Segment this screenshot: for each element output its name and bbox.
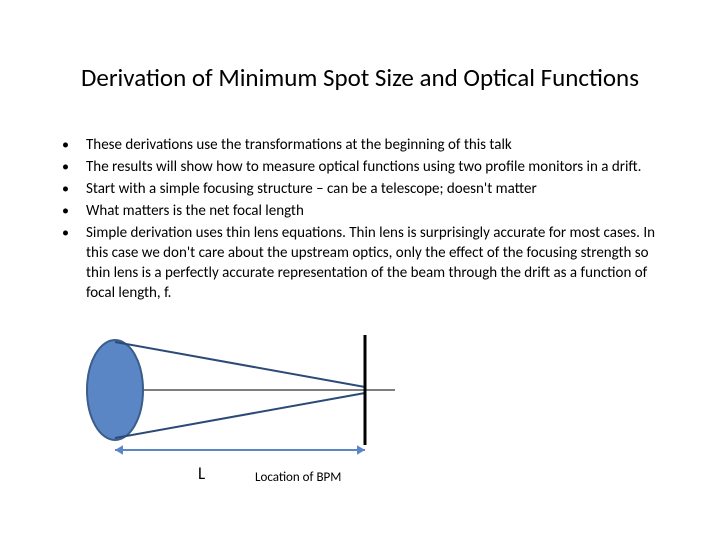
bullet-text: What matters is the net focal length (86, 201, 665, 221)
list-item: • Simple derivation uses thin lens equat… (62, 223, 665, 303)
list-item: • What matters is the net focal length (62, 201, 665, 221)
slide-title: Derivation of Minimum Spot Size and Opti… (35, 62, 685, 93)
bullet-text: The results will show how to measure opt… (86, 157, 665, 177)
bullet-text: Simple derivation uses thin lens equatio… (86, 223, 665, 303)
bullet-marker: • (62, 201, 86, 221)
bullet-marker: • (62, 179, 86, 199)
list-item: • Start with a simple focusing structure… (62, 179, 665, 199)
bullet-text: Start with a simple focusing structure –… (86, 179, 665, 199)
list-item: • The results will show how to measure o… (62, 157, 665, 177)
bullet-marker: • (62, 223, 86, 243)
bullet-list: • These derivations use the transformati… (62, 135, 665, 305)
label-L: L (198, 463, 205, 484)
optics-diagram (85, 335, 395, 475)
label-bpm: Location of BPM (255, 470, 341, 485)
bullet-marker: • (62, 157, 86, 177)
bullet-marker: • (62, 135, 86, 155)
list-item: • These derivations use the transformati… (62, 135, 665, 155)
bullet-text: These derivations use the transformation… (86, 135, 665, 155)
